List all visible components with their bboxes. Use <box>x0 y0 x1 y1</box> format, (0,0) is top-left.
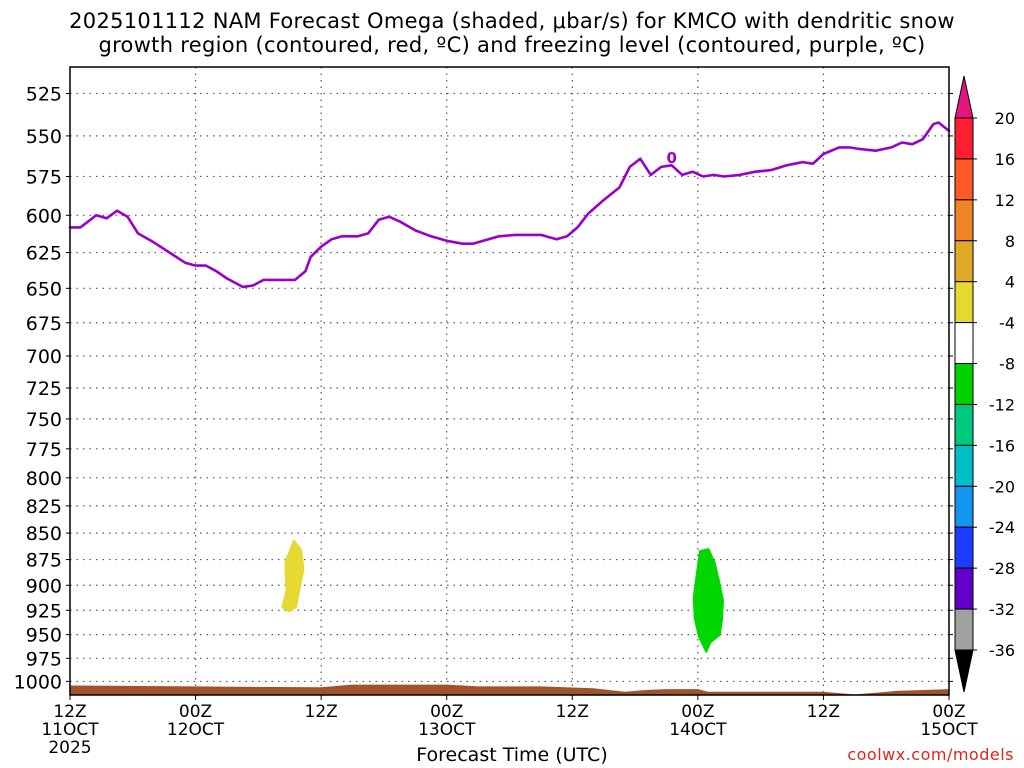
x-tick-label: 00Z <box>681 702 714 722</box>
colorbar-label: -4 <box>999 314 1015 333</box>
colorbar-swatch <box>954 117 974 160</box>
x-tick-label: 15OCT <box>920 720 978 740</box>
colorbar-label: -8 <box>999 355 1015 374</box>
y-tick-label: 925 <box>26 600 62 622</box>
colorbar-label: -32 <box>989 600 1015 619</box>
colorbar-bottom-arrow <box>954 649 974 693</box>
freezing-level-line <box>68 121 951 289</box>
x-tick-label: 12Z <box>556 702 589 722</box>
chart-title-line-2: growth region (contoured, red, ºC) and f… <box>98 33 926 57</box>
chart-title-line-1: 2025101112 NAM Forecast Omega (shaded, μ… <box>69 9 955 33</box>
y-tick-label: 875 <box>26 550 62 572</box>
y-tick-label: 900 <box>26 575 62 597</box>
colorbar-swatch <box>954 608 974 651</box>
y-tick-label: 600 <box>26 205 62 227</box>
x-axis-title: Forecast Time (UTC) <box>416 744 608 766</box>
colorbar-swatch <box>954 281 974 324</box>
x-tick-label: 13OCT <box>418 720 476 740</box>
colorbar-top-arrow <box>954 75 974 119</box>
colorbar-swatch <box>954 485 974 528</box>
colorbar-swatch <box>954 403 974 446</box>
colorbar-swatch <box>954 158 974 201</box>
colorbar: 20 16 12 8 4 -4 -8 -12 -16 -20 -24 -28 -32 -36 <box>954 75 1015 693</box>
colorbar-swatch <box>954 199 974 242</box>
colorbar-label: -20 <box>989 477 1015 496</box>
colorbar-label: 12 <box>995 191 1015 210</box>
colorbar-label: 16 <box>995 150 1015 169</box>
x-tick-label: 12Z <box>305 702 338 722</box>
colorbar-swatch <box>954 363 974 405</box>
y-axis-ticks: 525 550 575 600 625 650 675 700 725 750 775 800 825 8… <box>14 83 953 693</box>
credit-link[interactable]: coolwx.com/models <box>847 745 1014 764</box>
terrain-fill <box>69 684 950 696</box>
colorbar-label: -28 <box>989 559 1015 578</box>
y-tick-label: 725 <box>26 378 62 400</box>
freezing-level-layer: 0 <box>68 121 951 289</box>
colorbar-label: 20 <box>995 109 1015 128</box>
x-tick-label: 11OCT <box>41 720 99 740</box>
y-tick-label: 775 <box>26 439 62 461</box>
x-tick-label: 12Z <box>807 702 840 722</box>
colorbar-swatch <box>954 567 974 610</box>
x-tick-label: 2025 <box>48 738 91 758</box>
x-tick-label: 00Z <box>932 702 965 722</box>
y-tick-label: 700 <box>26 346 62 368</box>
colorbar-label: 4 <box>1005 273 1015 292</box>
colorbar-label: -16 <box>989 436 1015 455</box>
y-tick-label: 675 <box>26 313 62 335</box>
omega-shading <box>281 539 724 653</box>
y-tick-label: 575 <box>26 166 62 188</box>
plot-frame <box>69 66 950 696</box>
y-tick-label: 525 <box>26 83 62 105</box>
terrain-layer <box>69 684 950 696</box>
colorbar-swatch <box>954 526 974 569</box>
grid-lines <box>70 67 949 695</box>
y-tick-label: 650 <box>26 278 62 300</box>
x-tick-label: 14OCT <box>669 720 727 740</box>
y-tick-label: 625 <box>26 243 62 265</box>
x-tick-label: 12OCT <box>167 720 225 740</box>
y-tick-label: 800 <box>26 468 62 490</box>
freezing-level-label: 0 <box>666 149 676 167</box>
colorbar-label: -12 <box>989 395 1015 414</box>
y-tick-label: 550 <box>26 126 62 148</box>
x-tick-label: 12Z <box>53 702 86 722</box>
y-tick-label: 825 <box>26 496 62 518</box>
colorbar-label: -36 <box>989 641 1015 660</box>
colorbar-swatch <box>954 322 974 365</box>
y-tick-label: 850 <box>26 523 62 545</box>
colorbar-label: -24 <box>989 518 1015 537</box>
colorbar-swatch <box>954 240 974 283</box>
y-tick-label: 1000 <box>14 671 62 693</box>
y-tick-label: 975 <box>26 648 62 670</box>
omega-shade-region <box>281 539 305 613</box>
x-tick-label: 00Z <box>179 702 212 722</box>
colorbar-swatch <box>954 444 974 487</box>
y-tick-label: 950 <box>26 625 62 647</box>
y-tick-label: 750 <box>26 409 62 431</box>
colorbar-label: 8 <box>1005 232 1015 251</box>
x-tick-label: 00Z <box>430 702 463 722</box>
omega-shade-region <box>692 548 724 653</box>
